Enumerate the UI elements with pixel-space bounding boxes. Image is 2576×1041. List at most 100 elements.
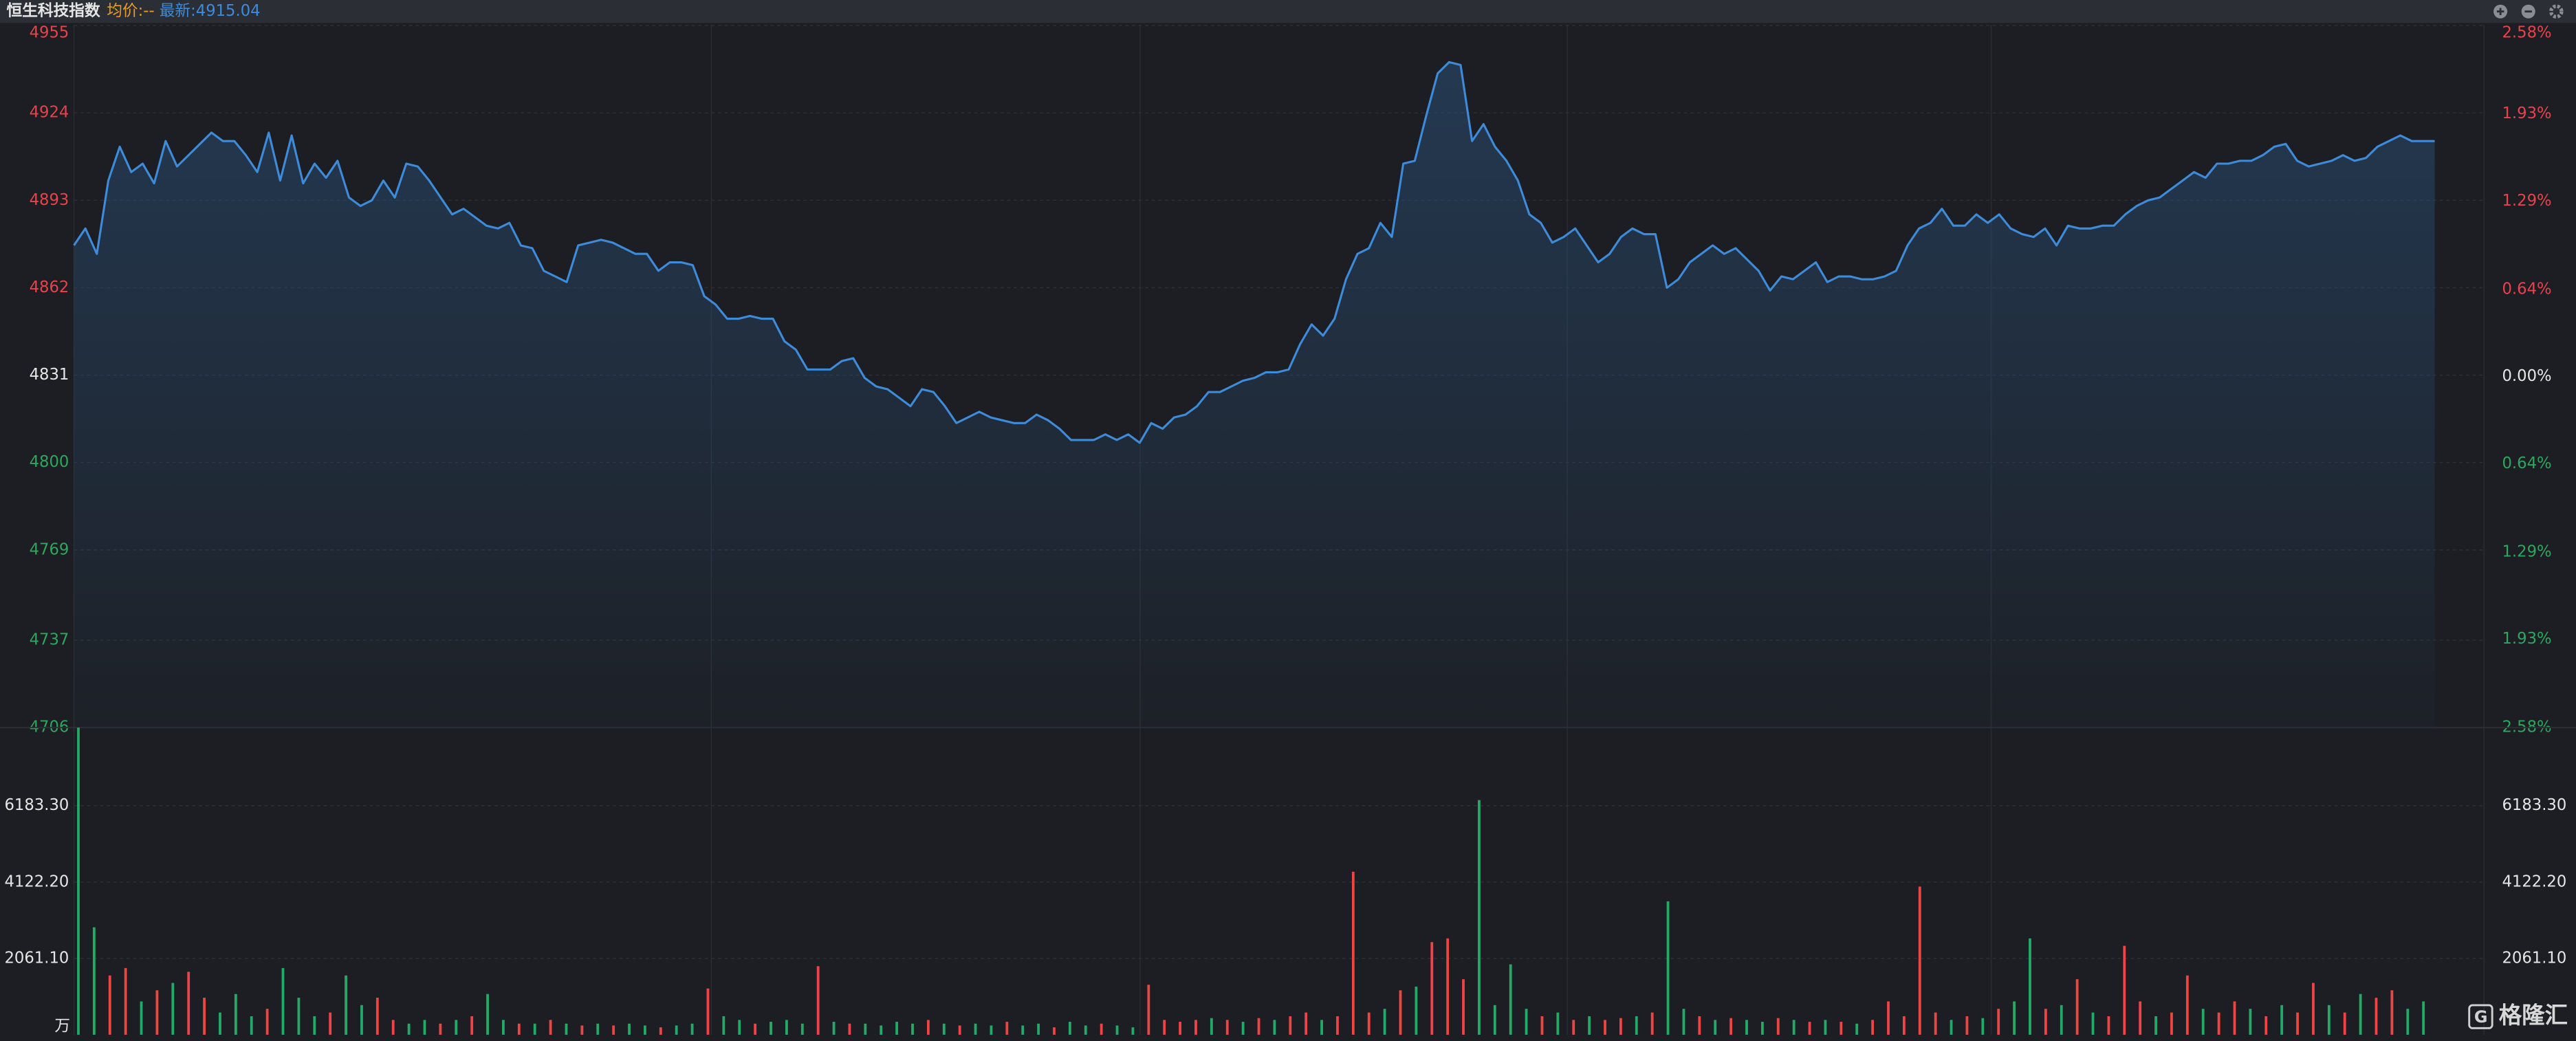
y2-tick-label: 0.64% (2502, 454, 2551, 472)
volume-bar (895, 1022, 899, 1035)
volume-bar (2139, 1001, 2142, 1035)
volume-bar (1179, 1022, 1181, 1035)
volume-bar (2422, 1001, 2425, 1035)
volume-bar (375, 998, 379, 1035)
volume-bar (1163, 1020, 1166, 1035)
volume-bar (2390, 990, 2394, 1035)
volume-bar (1997, 1009, 2000, 1035)
volume-bar (281, 967, 285, 1035)
y2-tick-label: 0.00% (2502, 367, 2551, 385)
volume-bar (675, 1025, 678, 1035)
volume-bar (391, 1020, 395, 1035)
volume-bar (2075, 979, 2079, 1035)
watermark: G 格隆汇 (2468, 1002, 2568, 1029)
settings-button[interactable] (2549, 4, 2564, 19)
volume-bar (2249, 1009, 2252, 1035)
volume-bar (219, 1012, 221, 1035)
volume-bar (1147, 985, 1150, 1035)
y-tick-label: 6183.30 (5, 796, 69, 814)
volume-bar (1902, 1016, 1906, 1035)
volume-bar (250, 1016, 253, 1035)
volume-bar (1540, 1016, 1544, 1035)
volume-bar (1556, 1012, 1560, 1035)
y2-tick-label: 2061.10 (2502, 949, 2566, 967)
volume-bar (2217, 1012, 2220, 1035)
volume-bar (754, 1023, 757, 1035)
watermark-text: 格隆汇 (2499, 1002, 2568, 1029)
volume-bar (1792, 1020, 1795, 1035)
volume-bar (1305, 1012, 1308, 1035)
volume-bar (1131, 1027, 1135, 1035)
y2-tick-label: 0.64% (2502, 280, 2551, 298)
volume-bar (1021, 1025, 1025, 1035)
volume-bar (2185, 975, 2189, 1035)
volume-bar (1430, 942, 1434, 1035)
volume-bar (1194, 1020, 1197, 1035)
latest-price: 最新:4915.04 (160, 2, 261, 20)
volume-bar (1037, 1023, 1040, 1035)
volume-bar (2264, 1016, 2268, 1035)
y2-tick-label: 2.58% (2502, 23, 2551, 41)
volume-bar (911, 1023, 914, 1035)
volume-bar (1855, 1023, 1859, 1035)
volume-bar (2013, 1001, 2016, 1035)
y-tick-label: 4862 (30, 278, 69, 296)
volume-bar (265, 1009, 269, 1035)
volume-bar (565, 1023, 568, 1035)
volume-bar (1682, 1009, 1685, 1035)
volume-bar (612, 1025, 615, 1035)
volume-bar (880, 1025, 883, 1035)
volume-bar (2375, 998, 2378, 1035)
y2-tick-label: 1.93% (2502, 105, 2551, 122)
volume-bar (502, 1020, 505, 1035)
volume-bar (1934, 1012, 1937, 1035)
volume-bar (832, 1022, 836, 1035)
y-tick-label: 4122.20 (5, 873, 69, 890)
y-tick-label: 4831 (30, 366, 69, 384)
volume-bar (1399, 990, 1402, 1035)
volume-bar (2296, 1012, 2299, 1035)
toolbar[interactable] (2493, 4, 2564, 19)
volume-bar (1666, 901, 1670, 1035)
volume-bar (644, 1025, 646, 1035)
watermark-logo (2468, 1004, 2493, 1029)
volume-bar (2201, 1009, 2205, 1035)
volume-bar (1320, 1020, 1323, 1035)
volume-bar (1100, 1023, 1103, 1035)
volume-bar (816, 966, 820, 1035)
volume-unit: 万 (54, 1017, 70, 1035)
volume-bar (1367, 1012, 1371, 1035)
price-line (73, 61, 2435, 444)
y2-tick-label: 1.93% (2502, 630, 2551, 648)
volume-bar (1745, 1020, 1748, 1035)
volume-bar (155, 990, 159, 1035)
volume-bar (958, 1025, 961, 1035)
volume-bar (1824, 1020, 1827, 1035)
volume-bar (1005, 1022, 1009, 1035)
volume-bar (108, 975, 111, 1035)
volume-bar (486, 994, 489, 1035)
volume-bar (2170, 1012, 2173, 1035)
volume-bar (360, 1005, 363, 1035)
volume-bar (1446, 938, 1450, 1035)
volume-bar (974, 1023, 977, 1035)
volume-bar (1478, 800, 1481, 1035)
volume-bar (1840, 1022, 1843, 1035)
y2-tick-label: 4122.20 (2502, 873, 2566, 890)
volume-bar (549, 1020, 552, 1035)
volume-bar (659, 1027, 662, 1035)
index-title: 恒生科技指数 (7, 2, 100, 20)
volume-bar (1760, 1022, 1764, 1035)
volume-bar (1887, 1001, 1890, 1035)
volume-bar (2233, 1001, 2236, 1035)
volume-bar (722, 1016, 725, 1035)
y-tick-label: 4769 (30, 540, 69, 558)
header-bar (0, 0, 2576, 23)
y-tick-label: 4893 (30, 191, 69, 209)
volume-bar (1981, 1018, 1985, 1035)
volume-bar (628, 1023, 631, 1035)
volume-bar (1871, 1020, 1875, 1035)
volume-bar (2091, 1012, 2095, 1035)
volume-bar (1635, 1016, 1638, 1035)
